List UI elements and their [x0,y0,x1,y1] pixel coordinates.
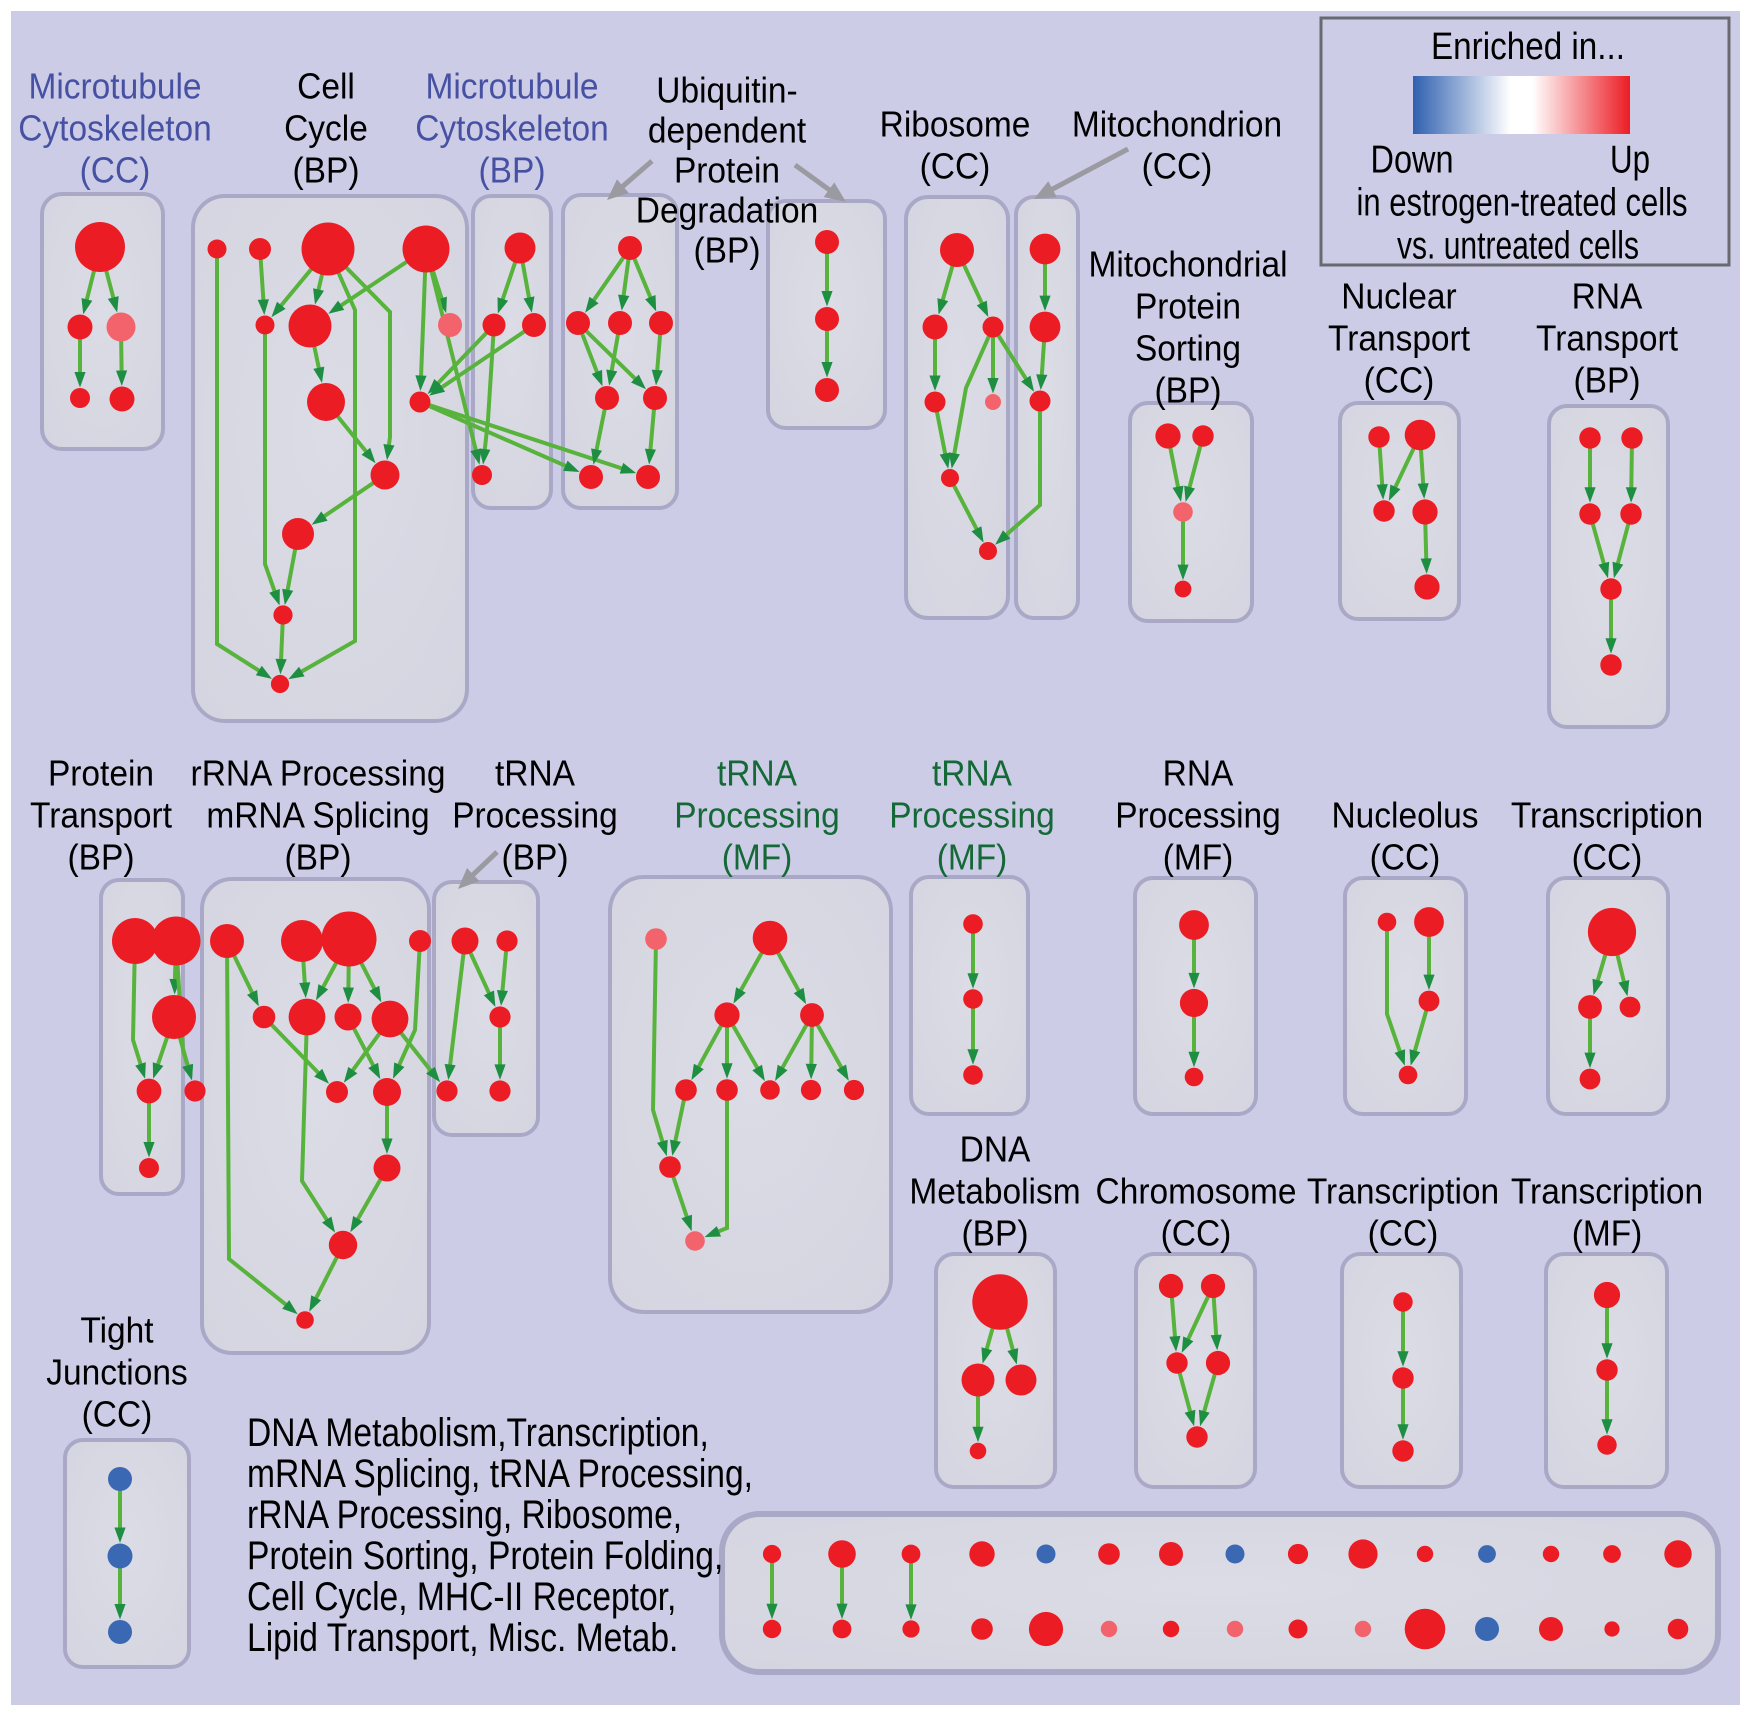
svg-text:Down: Down [1371,139,1454,182]
svg-text:(BP): (BP) [68,837,135,878]
svg-text:(BP): (BP) [1155,370,1222,411]
svg-text:(MF): (MF) [1163,837,1234,878]
svg-text:(MF): (MF) [722,837,793,878]
svg-text:(CC): (CC) [1161,1213,1232,1254]
svg-text:Transport: Transport [1536,318,1678,359]
svg-text:(MF): (MF) [1572,1213,1643,1254]
svg-text:DNA: DNA [960,1129,1031,1170]
svg-text:(CC): (CC) [1142,146,1213,187]
svg-text:rRNA Processing: rRNA Processing [191,753,446,794]
svg-text:tRNA: tRNA [717,753,797,794]
svg-text:Metabolism: Metabolism [909,1171,1080,1212]
svg-text:(CC): (CC) [1368,1213,1439,1254]
svg-text:Protein: Protein [48,753,154,794]
svg-text:Degradation: Degradation [636,190,818,231]
svg-text:(CC): (CC) [920,146,991,187]
svg-text:(CC): (CC) [1572,837,1643,878]
svg-text:dependent: dependent [648,110,806,151]
svg-text:(BP): (BP) [479,150,546,191]
svg-text:Cytoskeleton: Cytoskeleton [415,108,609,149]
svg-text:Chromosome: Chromosome [1096,1171,1297,1212]
svg-text:Ribosome: Ribosome [880,104,1031,145]
svg-text:Mitochondrial: Mitochondrial [1088,244,1287,285]
svg-text:Transcription: Transcription [1511,795,1703,836]
svg-text:Transport: Transport [1328,318,1470,359]
svg-text:Cell: Cell [297,66,355,107]
svg-text:mRNA Splicing: mRNA Splicing [206,795,429,836]
svg-text:Transport: Transport [30,795,172,836]
svg-text:(BP): (BP) [1574,360,1641,401]
svg-text:Processing: Processing [889,795,1055,836]
svg-text:RNA: RNA [1163,753,1234,794]
svg-text:RNA: RNA [1572,276,1643,317]
svg-text:(BP): (BP) [502,837,569,878]
svg-text:Ubiquitin-: Ubiquitin- [656,70,797,111]
svg-text:Transcription: Transcription [1511,1171,1703,1212]
svg-text:Sorting: Sorting [1135,328,1241,369]
svg-text:Processing: Processing [674,795,840,836]
svg-text:Up: Up [1610,139,1650,182]
svg-text:Protein Sorting, Protein Foldi: Protein Sorting, Protein Folding, [247,1534,723,1578]
svg-text:tRNA: tRNA [495,753,575,794]
svg-text:Enriched in...: Enriched in... [1431,26,1625,68]
svg-text:tRNA: tRNA [932,753,1012,794]
svg-text:(BP): (BP) [293,150,360,191]
svg-text:Nucleolus: Nucleolus [1332,795,1479,836]
svg-text:Processing: Processing [1115,795,1281,836]
svg-text:Lipid Transport, Misc. Metab.: Lipid Transport, Misc. Metab. [247,1616,678,1660]
svg-text:(CC): (CC) [1364,360,1435,401]
svg-text:(CC): (CC) [82,1394,153,1435]
svg-text:(MF): (MF) [937,837,1008,878]
svg-text:Transcription: Transcription [1307,1171,1499,1212]
svg-text:(BP): (BP) [962,1213,1029,1254]
svg-text:Cycle: Cycle [284,108,368,149]
svg-text:Tight: Tight [80,1310,153,1351]
svg-text:Mitochondrion: Mitochondrion [1072,104,1282,145]
svg-text:Cell Cycle, MHC-II Receptor,: Cell Cycle, MHC-II Receptor, [247,1575,676,1619]
svg-text:Microtubule: Microtubule [425,66,598,107]
svg-text:Junctions: Junctions [46,1352,187,1393]
svg-text:DNA Metabolism,Transcription,: DNA Metabolism,Transcription, [247,1411,709,1455]
svg-text:(BP): (BP) [694,230,761,271]
svg-text:Protein: Protein [1135,286,1241,327]
svg-text:in estrogen-treated cells: in estrogen-treated cells [1357,182,1688,225]
svg-text:Cytoskeleton: Cytoskeleton [18,108,212,149]
svg-text:mRNA Splicing, tRNA Processing: mRNA Splicing, tRNA Processing, [247,1452,753,1496]
svg-text:(CC): (CC) [80,150,151,191]
svg-text:(BP): (BP) [285,837,352,878]
svg-text:Microtubule: Microtubule [28,66,201,107]
svg-text:Nuclear: Nuclear [1341,276,1456,317]
svg-text:Processing: Processing [452,795,618,836]
svg-text:rRNA Processing, Ribosome,: rRNA Processing, Ribosome, [247,1493,682,1537]
svg-text:(CC): (CC) [1370,837,1441,878]
svg-text:vs. untreated cells: vs. untreated cells [1397,225,1639,268]
svg-text:Protein: Protein [674,150,780,191]
